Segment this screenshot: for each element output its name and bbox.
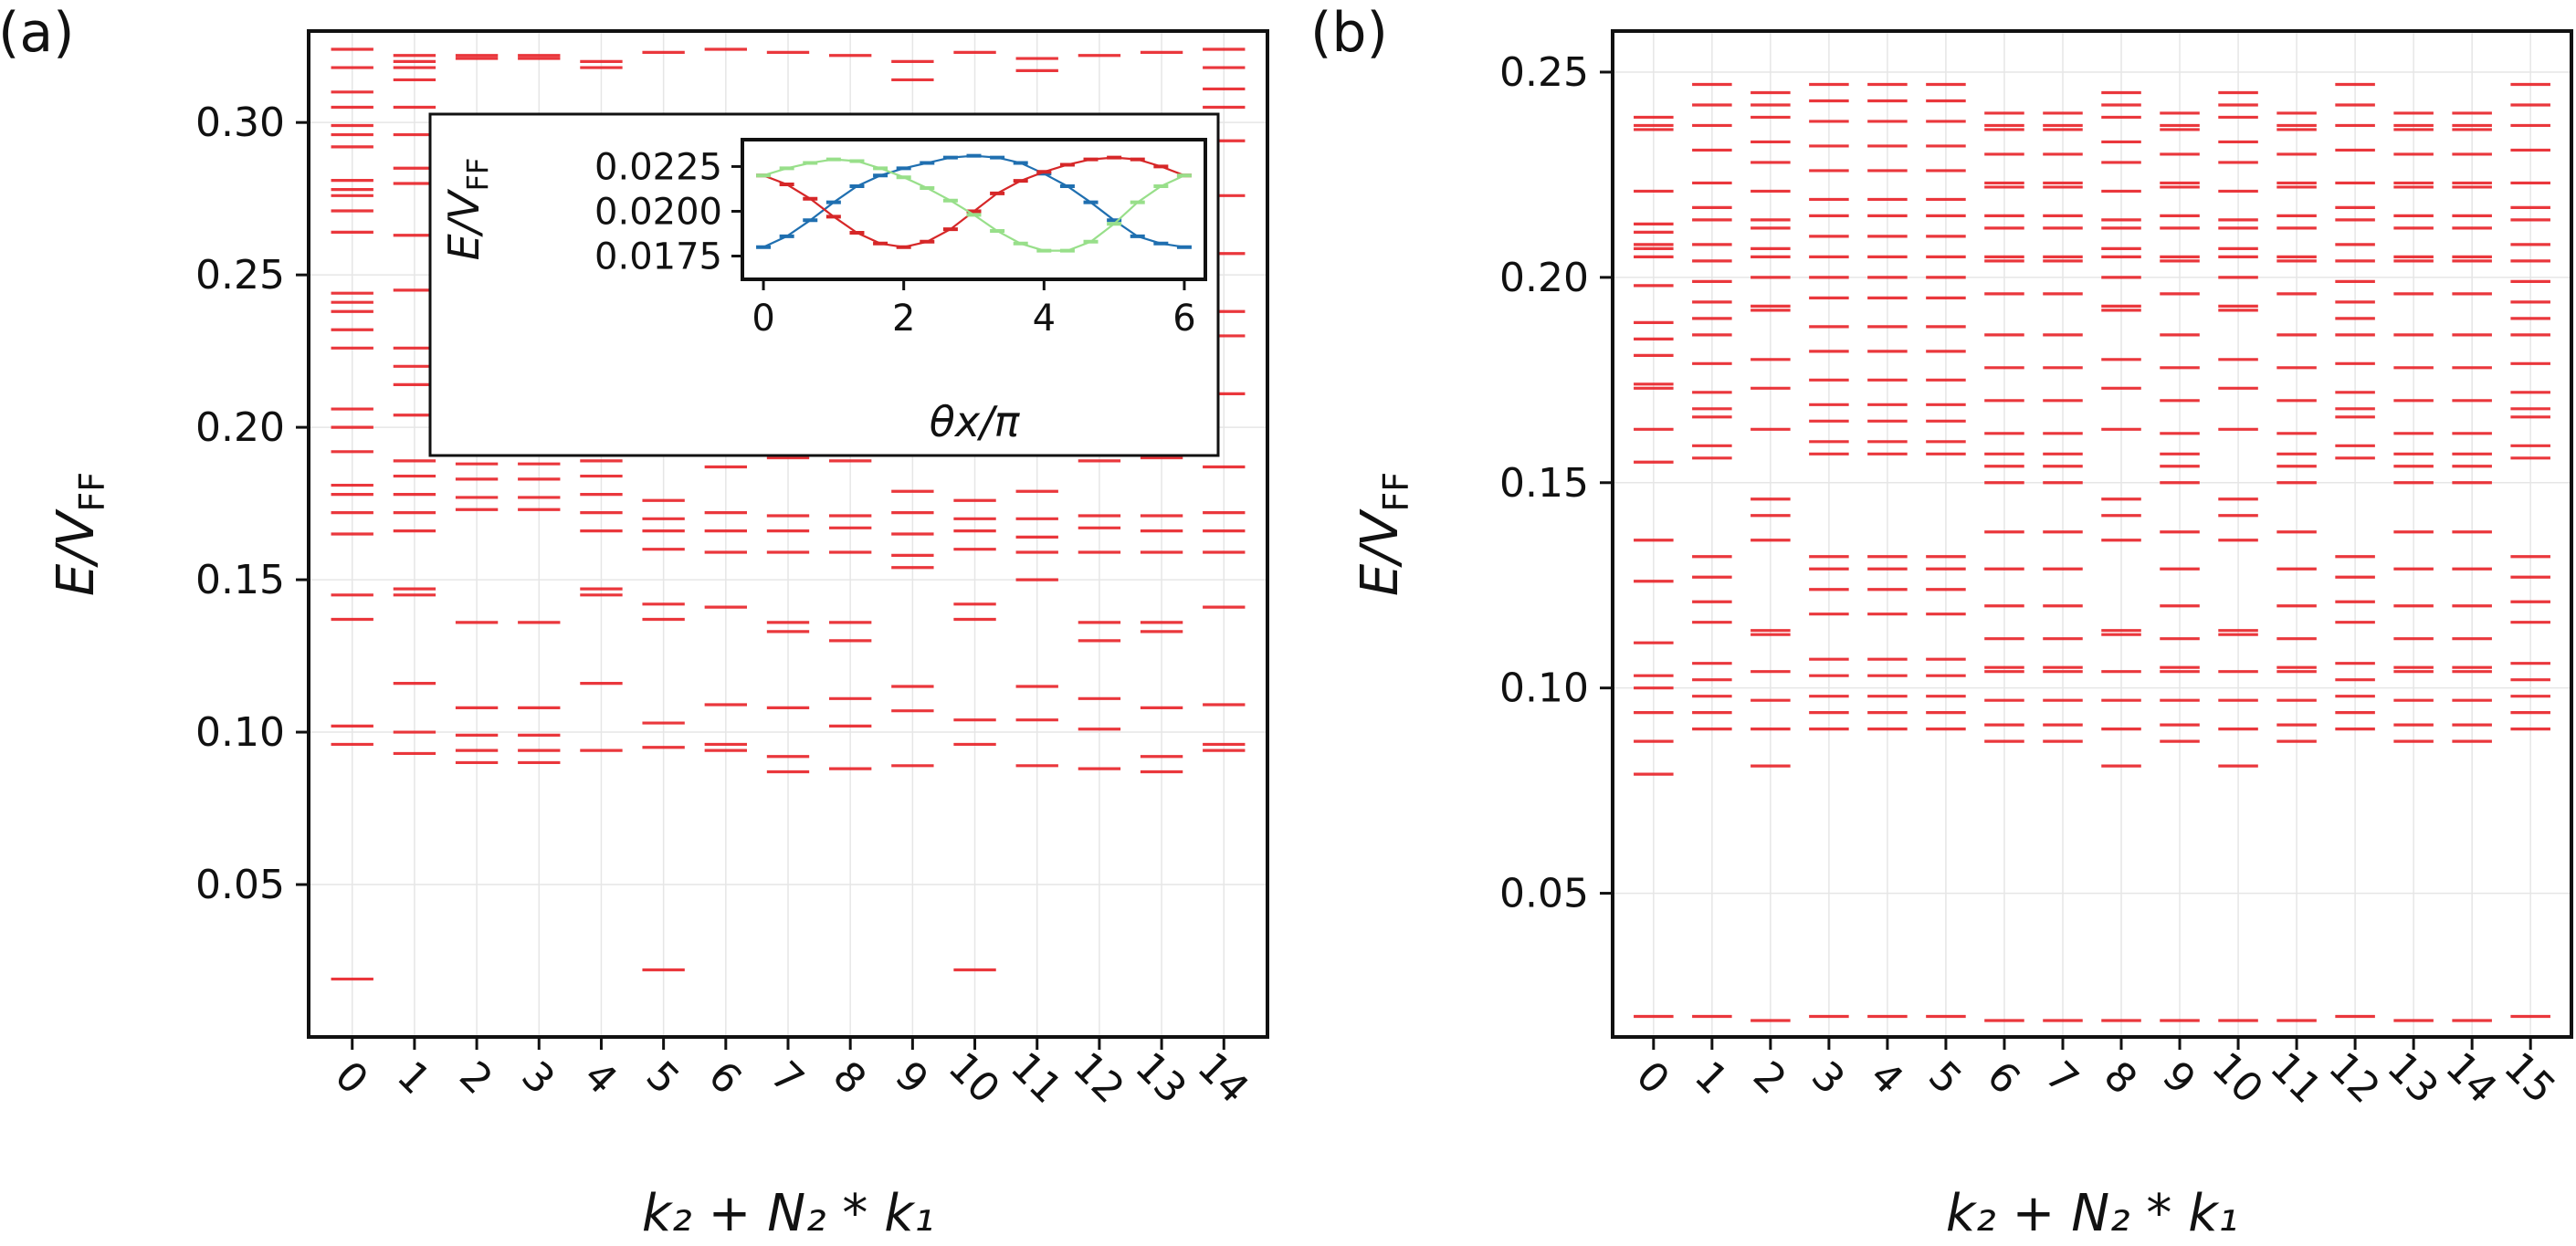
panel-b-y-axis-label-sub: FF	[1376, 472, 1416, 512]
panel-b-y-axis-label-main: E/V	[1351, 508, 1410, 596]
x-tick-label: 5	[1919, 1052, 1971, 1104]
x-tick-label: 13	[2378, 1043, 2447, 1113]
inset-y-tick-label: 0.0175	[594, 236, 722, 278]
inset-y-axis-label-sub: FF	[460, 158, 495, 192]
x-tick-label: 0	[1627, 1052, 1678, 1104]
inset-x-axis-label: θx/π	[930, 397, 1021, 446]
x-tick-label: 7	[2036, 1052, 2087, 1104]
x-tick-label: 4	[1861, 1052, 1912, 1104]
inset-x-tick-label: 4	[1033, 298, 1056, 340]
panel-b-x-axis-label: k₂ + N₂ * k₁	[1946, 1184, 2238, 1243]
x-tick-label: 1	[1686, 1052, 1737, 1104]
x-tick-label: 0	[326, 1052, 377, 1104]
x-tick-label: 12	[2319, 1043, 2389, 1113]
panel-a: 0 1 2 3 4 5 6 7 8 9 10111213140.050.100.150.200.25…	[0, 1, 1269, 1243]
inset-x-tick-label: 0	[752, 298, 774, 340]
x-tick-label: 9	[886, 1052, 937, 1104]
inset-x-tick-label: 6	[1172, 298, 1195, 340]
panel-a-frame	[307, 29, 1269, 1039]
x-tick-label: 5	[637, 1052, 689, 1104]
y-tick-label: 0.25	[195, 252, 285, 298]
y-tick-label: 0.10	[195, 709, 285, 756]
x-tick-label: 6	[699, 1052, 751, 1104]
x-tick-label: 3	[1803, 1052, 1854, 1104]
y-tick-label: 0.15	[195, 557, 285, 603]
inset-x-tick-label: 2	[892, 298, 915, 340]
panel-a-y-axis-label: E/VFF	[47, 472, 112, 596]
inset-y-axis-label: E/VFF	[439, 158, 495, 261]
inset-series	[756, 153, 1192, 253]
x-tick-label: 11	[2261, 1043, 2330, 1113]
panel-b-label: (b)	[1310, 1, 1388, 65]
panel-a-label: (a)	[0, 1, 75, 65]
y-tick-label: 0.05	[1499, 871, 1589, 917]
x-tick-label: 1	[388, 1052, 439, 1104]
x-tick-label: 10	[940, 1043, 1009, 1113]
x-tick-label: 3	[512, 1052, 563, 1104]
x-tick-label: 4	[574, 1052, 626, 1104]
y-tick-label: 0.30	[195, 99, 285, 146]
x-tick-label: 6	[1978, 1052, 2029, 1104]
panel-b-y-axis-label: E/VFF	[1351, 472, 1416, 596]
x-tick-label: 9	[2153, 1052, 2204, 1104]
x-tick-label: 8	[824, 1052, 875, 1104]
panel-b-frame	[1611, 29, 2573, 1039]
panel-b-ticks: 0 1 2 3 4 5 6 7 8 91011121314150.050.100.150.200.…	[1499, 49, 2564, 1113]
inset-y-tick-label: 0.0200	[594, 191, 722, 233]
x-tick-label: 12	[1064, 1043, 1133, 1113]
inset-frame	[741, 138, 1207, 281]
panel-a-y-axis-label-main: E/V	[47, 508, 106, 596]
x-tick-label: 11	[1002, 1043, 1071, 1113]
y-tick-label: 0.05	[195, 862, 285, 908]
inset-background	[428, 112, 1220, 457]
x-tick-label: 14	[2436, 1043, 2506, 1113]
panel-b: 0 1 2 3 4 5 6 7 8 91011121314150.050.100.150.200.…	[1310, 1, 2573, 1243]
y-tick-label: 0.10	[1499, 665, 1589, 712]
x-tick-label: 2	[450, 1052, 501, 1104]
x-tick-label: 13	[1126, 1043, 1195, 1113]
x-tick-label: 15	[2495, 1043, 2564, 1113]
panel-a-y-axis-label-sub: FF	[72, 472, 112, 512]
x-tick-label: 8	[2095, 1052, 2146, 1104]
x-tick-label: 7	[762, 1052, 813, 1104]
y-tick-label: 0.15	[1499, 460, 1589, 507]
x-tick-label: 2	[1744, 1052, 1795, 1104]
y-tick-label: 0.25	[1499, 49, 1589, 96]
inset-y-tick-label: 0.0225	[594, 146, 722, 188]
inset-y-axis-label-main: E/V	[439, 188, 489, 261]
x-tick-label: 14	[1188, 1043, 1257, 1113]
x-tick-label: 10	[2203, 1043, 2272, 1113]
panel-b-levels	[1634, 82, 2550, 1022]
y-tick-label: 0.20	[1499, 255, 1589, 301]
y-tick-label: 0.20	[195, 404, 285, 451]
panel-a-x-axis-label: k₂ + N₂ * k₁	[642, 1184, 934, 1243]
